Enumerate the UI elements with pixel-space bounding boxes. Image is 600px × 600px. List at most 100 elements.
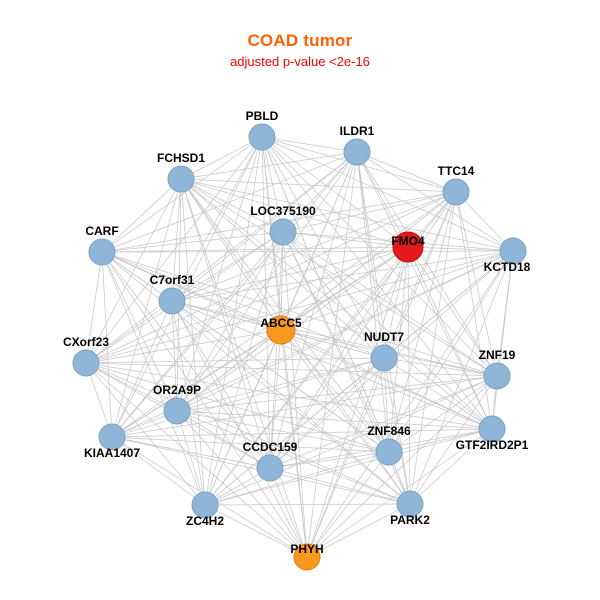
edge-ABCC5-OR2A9P xyxy=(176,329,282,412)
edge-CARF-PHYH xyxy=(101,251,308,558)
node-label-CXorf23: CXorf23 xyxy=(63,335,109,349)
edge-ILDR1-CXorf23 xyxy=(85,151,358,364)
edge-PBLD-FCHSD1 xyxy=(180,136,263,180)
edge-ZNF19-KIAA1407 xyxy=(111,375,498,438)
edge-ILDR1-TTC14 xyxy=(356,151,457,193)
node-C7orf31 xyxy=(158,287,186,315)
edge-FMO4-ZNF846 xyxy=(388,246,409,453)
node-CCDC159 xyxy=(256,454,284,482)
edge-KCTD18-OR2A9P xyxy=(176,250,514,412)
edge-CCDC159-PARK2 xyxy=(269,467,411,505)
node-PBLD xyxy=(248,123,276,151)
edge-FMO4-GTF2IRD2P1 xyxy=(407,246,493,430)
edge-ZNF19-CCDC159 xyxy=(269,375,498,469)
edge-GTF2IRD2P1-PHYH xyxy=(306,428,493,558)
edge-KCTD18-PARK2 xyxy=(409,250,514,505)
node-CXorf23 xyxy=(72,349,100,377)
edge-FMO4-C7orf31 xyxy=(171,246,409,302)
node-label-PARK2: PARK2 xyxy=(390,513,430,527)
edge-CARF-KCTD18 xyxy=(101,250,514,253)
edge-C7orf31-PARK2 xyxy=(171,300,411,505)
edge-OR2A9P-GTF2IRD2P1 xyxy=(176,410,493,430)
edge-FMO4-ZNF19 xyxy=(407,246,498,377)
edge-PBLD-PHYH xyxy=(261,136,308,558)
node-label-ZNF19: ZNF19 xyxy=(479,348,516,362)
edge-CCDC159-PHYH xyxy=(269,467,308,558)
edge-CXorf23-PARK2 xyxy=(85,362,411,505)
edge-FMO4-PARK2 xyxy=(407,246,411,505)
node-ILDR1 xyxy=(343,138,371,166)
edge-FCHSD1-FMO4 xyxy=(180,178,409,248)
edge-PBLD-KIAA1407 xyxy=(111,136,263,438)
edge-ILDR1-CARF xyxy=(101,151,358,253)
edge-CARF-KIAA1407 xyxy=(101,251,113,438)
edge-FMO4-NUDT7 xyxy=(383,246,409,359)
edge-ILDR1-NUDT7 xyxy=(356,151,385,359)
node-label-TTC14: TTC14 xyxy=(438,164,475,178)
edge-ABCC5-CCDC159 xyxy=(269,329,282,469)
edge-ZNF19-OR2A9P xyxy=(176,375,498,412)
edge-GTF2IRD2P1-ZNF846 xyxy=(388,428,493,453)
edge-CXorf23-ZC4H2 xyxy=(85,362,206,506)
node-label-LOC375190: LOC375190 xyxy=(250,204,316,218)
edges-layer xyxy=(85,136,514,558)
edge-C7orf31-OR2A9P xyxy=(171,300,178,412)
edge-TTC14-PHYH xyxy=(306,191,457,558)
node-label-OR2A9P: OR2A9P xyxy=(153,383,201,397)
edge-ILDR1-ZNF846 xyxy=(356,151,390,453)
node-PARK2 xyxy=(396,490,424,518)
edge-NUDT7-ZNF19 xyxy=(383,357,498,377)
edge-ABCC5-KIAA1407 xyxy=(111,329,282,438)
edge-ZNF19-PHYH xyxy=(306,375,498,558)
node-KCTD18 xyxy=(499,237,527,265)
edge-TTC14-C7orf31 xyxy=(171,191,457,302)
node-FCHSD1 xyxy=(167,165,195,193)
edge-CARF-GTF2IRD2P1 xyxy=(101,251,493,430)
edge-PBLD-KCTD18 xyxy=(261,136,514,252)
edge-LOC375190-FMO4 xyxy=(282,231,409,248)
edge-LOC375190-CCDC159 xyxy=(269,231,284,469)
edge-LOC375190-ABCC5 xyxy=(280,231,284,331)
node-label-ZC4H2: ZC4H2 xyxy=(186,514,224,528)
plot-subtitle: adjusted p-value <2e-16 xyxy=(230,54,370,69)
edge-KCTD18-CXorf23 xyxy=(85,250,514,364)
edge-ILDR1-LOC375190 xyxy=(282,151,358,233)
edge-C7orf31-CCDC159 xyxy=(171,300,271,469)
edge-ZNF19-ZC4H2 xyxy=(204,375,498,506)
edge-CARF-NUDT7 xyxy=(101,251,385,359)
node-PHYH xyxy=(293,543,321,571)
node-ZNF846 xyxy=(375,438,403,466)
edge-OR2A9P-CCDC159 xyxy=(176,410,271,469)
edge-PBLD-ZNF19 xyxy=(261,136,498,377)
node-OR2A9P xyxy=(163,397,191,425)
edge-CARF-ZNF19 xyxy=(101,251,498,377)
node-TTC14 xyxy=(442,178,470,206)
node-ZNF19 xyxy=(483,362,511,390)
edge-FCHSD1-CXorf23 xyxy=(85,178,182,364)
edge-C7orf31-KIAA1407 xyxy=(111,300,173,438)
edge-PBLD-ILDR1 xyxy=(261,136,358,153)
edge-CARF-OR2A9P xyxy=(101,251,178,412)
edge-FCHSD1-C7orf31 xyxy=(171,178,182,302)
node-CARF xyxy=(88,238,116,266)
edge-CXorf23-GTF2IRD2P1 xyxy=(85,362,493,430)
node-label-FMO4: FMO4 xyxy=(391,234,425,248)
edge-FCHSD1-KIAA1407 xyxy=(111,178,182,438)
node-label-GTF2IRD2P1: GTF2IRD2P1 xyxy=(456,438,529,452)
edge-ILDR1-GTF2IRD2P1 xyxy=(356,151,493,430)
edge-C7orf31-ZC4H2 xyxy=(171,300,206,506)
labels-layer: PBLD ILDR1 TTC14 FCHSD1 LOC375190 CARF FMO4 KCT… xyxy=(63,109,531,556)
edge-CARF-PARK2 xyxy=(101,251,411,505)
node-label-ABCC5: ABCC5 xyxy=(260,316,302,330)
edge-FCHSD1-ABCC5 xyxy=(180,178,282,331)
edge-ABCC5-PHYH xyxy=(280,329,308,558)
edge-FCHSD1-KCTD18 xyxy=(180,178,514,252)
edge-CXorf23-ZNF19 xyxy=(85,362,498,377)
node-LOC375190 xyxy=(269,218,297,246)
edge-PBLD-CCDC159 xyxy=(261,136,271,469)
edge-ZC4H2-PHYH xyxy=(204,504,308,558)
edge-OR2A9P-PARK2 xyxy=(176,410,411,505)
edge-FCHSD1-ZC4H2 xyxy=(180,178,206,506)
edge-PBLD-FMO4 xyxy=(261,136,409,248)
